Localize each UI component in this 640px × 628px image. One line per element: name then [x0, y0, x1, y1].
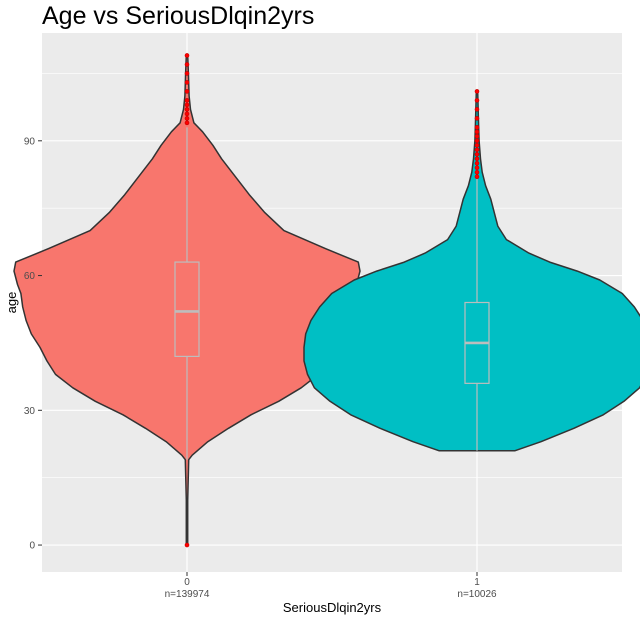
outlier-point: [474, 160, 480, 166]
outlier-point: [474, 156, 480, 162]
outlier-point: [184, 71, 190, 76]
x-tick-label: 1: [474, 577, 480, 588]
y-axis-title: age: [4, 292, 19, 314]
outlier-point: [184, 89, 190, 94]
outlier-point: [474, 169, 480, 175]
outlier-point: [474, 107, 480, 112]
y-tick-label: 90: [24, 136, 36, 147]
outlier-point: [474, 142, 480, 148]
y-tick-label: 30: [24, 406, 36, 417]
outlier-point: [184, 53, 190, 58]
outlier-point: [474, 89, 480, 94]
outlier-point: [184, 120, 190, 126]
outlier-point: [184, 107, 190, 112]
outlier-point: [474, 151, 480, 157]
outlier-point: [184, 80, 190, 85]
x-tick-label: 0: [184, 577, 190, 588]
y-tick-label: 60: [24, 271, 36, 282]
chart-title: Age vs SeriousDlqin2yrs: [42, 2, 315, 30]
outlier-point: [184, 116, 190, 121]
outlier-point: [184, 62, 190, 67]
x-count-label: n=10026: [457, 589, 497, 600]
outlier-point: [474, 165, 480, 171]
outlier-point: [474, 134, 480, 139]
y-tick-label: 0: [29, 541, 35, 552]
x-axis-title: SeriousDlqin2yrs: [283, 600, 382, 615]
outlier-point: [474, 174, 480, 180]
outlier-point: [184, 542, 190, 548]
outlier-point: [184, 111, 190, 117]
outlier-point: [184, 102, 190, 108]
outlier-point: [474, 147, 480, 153]
outlier-point: [474, 138, 480, 144]
box-0: [174, 261, 200, 358]
x-count-label: n=139974: [165, 589, 210, 600]
outlier-point: [474, 125, 480, 130]
outlier-point: [474, 98, 480, 103]
outlier-point: [474, 129, 480, 135]
outlier-point: [184, 98, 190, 103]
outlier-point: [474, 116, 480, 121]
